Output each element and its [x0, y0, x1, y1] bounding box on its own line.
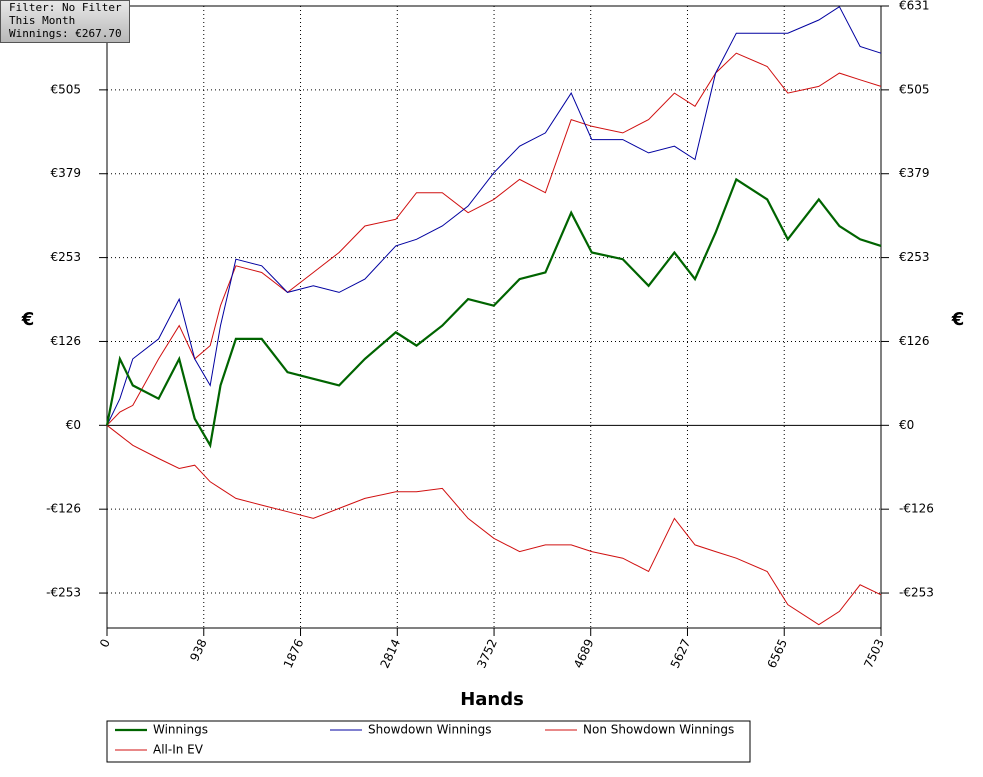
- info-line: This Month: [9, 14, 76, 27]
- y-tick-label: €379: [50, 166, 81, 180]
- series-line: [106, 5, 882, 426]
- x-tick-label: 3752: [474, 637, 500, 671]
- y-tick-label: -€126: [46, 502, 81, 516]
- legend-label: Showdown Winnings: [368, 723, 492, 737]
- legend-box: [106, 720, 751, 763]
- x-tick-label: 7503: [861, 637, 887, 671]
- y-tick-label: €0: [66, 418, 81, 432]
- y-tick-label: €126: [50, 334, 81, 348]
- y2-tick-label: €0: [899, 418, 914, 432]
- info-line: Winnings: €267.70: [9, 27, 122, 40]
- x-tick-label: 2814: [378, 637, 404, 671]
- x-tick-label: 938: [187, 637, 209, 664]
- y2-tick-label: €253: [899, 250, 930, 264]
- x-tick-label: 6565: [765, 637, 791, 671]
- x-tick-label: 4689: [571, 637, 597, 671]
- legend-label: Winnings: [153, 723, 208, 737]
- y-tick-label: €253: [50, 250, 81, 264]
- y2-tick-label: €505: [899, 82, 930, 96]
- legend-label: All-In EV: [153, 743, 204, 757]
- y2-tick-label: €631: [899, 0, 930, 13]
- x-tick-label: 0: [97, 637, 113, 650]
- y-tick-label: €505: [50, 82, 81, 96]
- y2-tick-label: €126: [899, 334, 930, 348]
- series-line: [105, 177, 882, 449]
- series-line: [106, 424, 882, 626]
- x-tick-label: 5627: [668, 637, 694, 671]
- legend-label: Non Showdown Winnings: [583, 723, 734, 737]
- info-line: Filter: No Filter: [9, 1, 122, 14]
- info-box: Filter: No Filter This Month Winnings: €…: [0, 0, 130, 43]
- y2-tick-label: €379: [899, 166, 930, 180]
- y2-tick-label: -€253: [899, 586, 934, 600]
- y-axis-label: €: [21, 309, 35, 330]
- series-line: [106, 52, 882, 426]
- y2-tick-label: -€126: [899, 502, 934, 516]
- x-axis-label: Hands: [460, 689, 524, 710]
- y2-axis-label: €: [951, 309, 965, 330]
- y-tick-label: -€253: [46, 586, 81, 600]
- x-tick-label: 1876: [281, 637, 307, 671]
